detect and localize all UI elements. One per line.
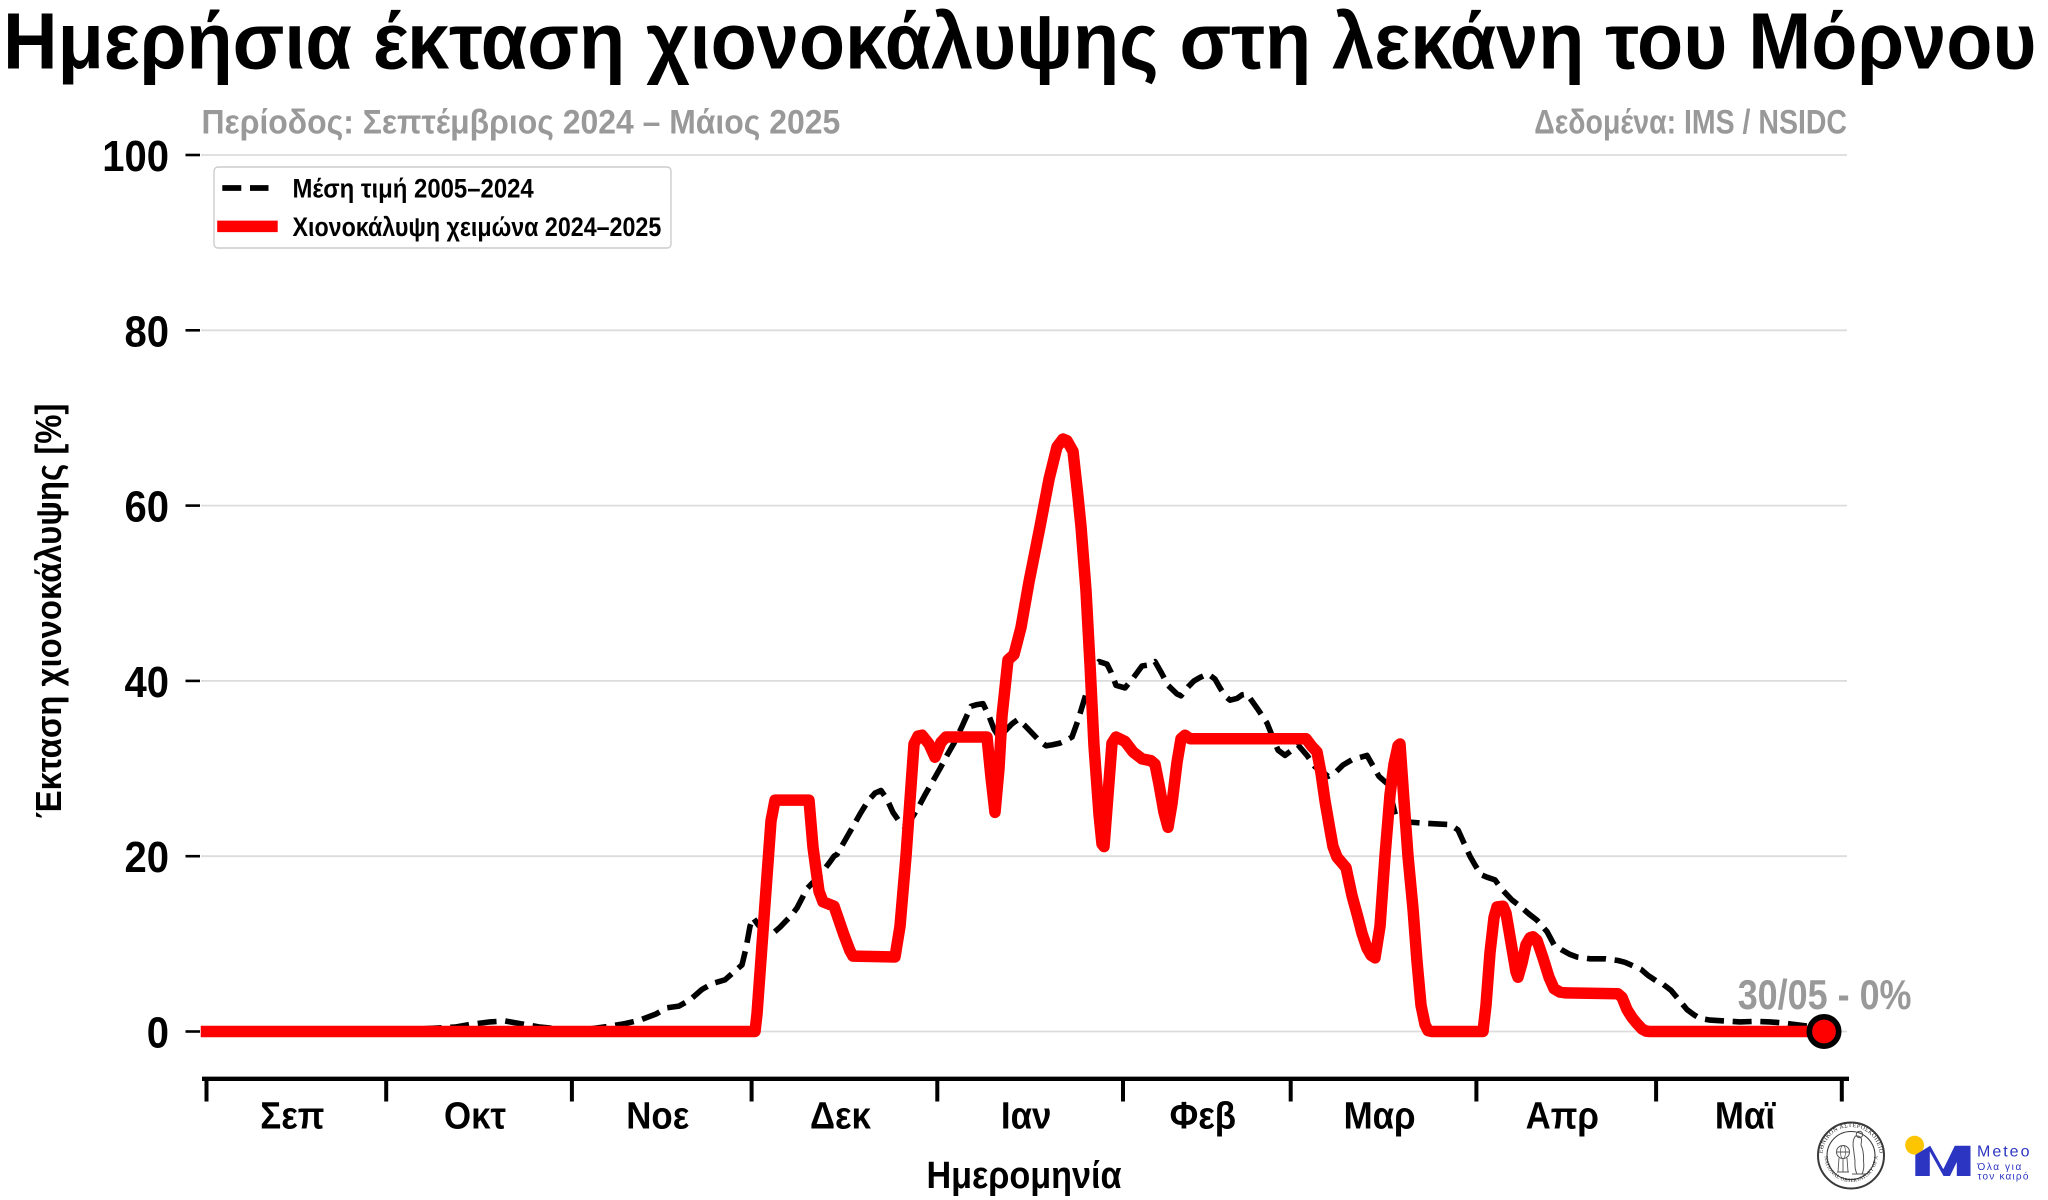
svg-text:Νοε: Νοε (626, 1094, 689, 1137)
svg-text:60: 60 (124, 482, 169, 531)
svg-text:Meteo: Meteo (1977, 1144, 2031, 1161)
svg-text:Ιαν: Ιαν (1001, 1094, 1051, 1137)
svg-text:Δεδομένα: IMS / NSIDC: Δεδομένα: IMS / NSIDC (1534, 103, 1847, 141)
svg-text:40: 40 (124, 657, 169, 706)
svg-text:τον καιρό: τον καιρό (1978, 1171, 2030, 1183)
svg-text:Σεπ: Σεπ (260, 1094, 324, 1137)
svg-text:Μέση τιμή 2005–2024: Μέση τιμή 2005–2024 (293, 174, 535, 204)
svg-text:Όλα για: Όλα για (1977, 1162, 2023, 1173)
svg-text:Έκταση χιονοκάλυψης [%]: Έκταση χιονοκάλυψης [%] (30, 404, 70, 819)
svg-text:Περίοδος: Σεπτέμβριος 2024 – Μ: Περίοδος: Σεπτέμβριος 2024 – Μάιος 2025 (202, 103, 841, 141)
svg-text:Φεβ: Φεβ (1170, 1094, 1236, 1137)
svg-text:Μαϊ: Μαϊ (1715, 1094, 1776, 1137)
svg-text:Χιονοκάλυψη χειμώνα 2024–2025: Χιονοκάλυψη χειμώνα 2024–2025 (293, 212, 662, 242)
svg-text:Απρ: Απρ (1526, 1094, 1599, 1137)
svg-text:Δεκ: Δεκ (810, 1094, 872, 1137)
svg-text:20: 20 (124, 832, 169, 881)
svg-text:100: 100 (102, 131, 169, 180)
svg-text:Μαρ: Μαρ (1344, 1094, 1416, 1137)
svg-text:0: 0 (147, 1008, 169, 1057)
svg-text:80: 80 (124, 307, 169, 356)
svg-text:30/05 - 0%: 30/05 - 0% (1738, 972, 1912, 1018)
svg-text:Ημερομηνία: Ημερομηνία (926, 1153, 1121, 1196)
svg-text:Ημερήσια έκταση χιονοκάλυψης σ: Ημερήσια έκταση χιονοκάλυψης στη λεκάνη … (3, 0, 2036, 86)
svg-text:Οκτ: Οκτ (444, 1094, 506, 1137)
